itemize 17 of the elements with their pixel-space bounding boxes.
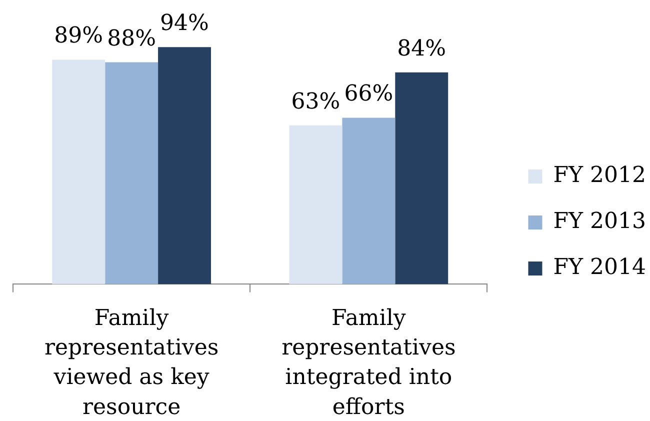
legend-label: FY 2012: [553, 163, 646, 188]
bar: [158, 47, 211, 284]
x-tick-label: Family representatives viewed as key resource: [44, 306, 219, 420]
data-label: 66%: [344, 82, 394, 107]
legend-label: FY 2014: [553, 255, 646, 280]
bar: [289, 125, 342, 284]
bar: [342, 118, 396, 284]
data-label: 89%: [54, 24, 104, 49]
x-tick-label: Family representatives integrated into efforts: [282, 306, 456, 420]
bar: [105, 62, 158, 284]
data-label: 88%: [107, 26, 156, 52]
data-label: 84%: [397, 36, 446, 62]
bar: [52, 60, 106, 284]
data-label: 63%: [291, 89, 340, 114]
bar: [395, 72, 448, 284]
data-label: 94%: [160, 11, 209, 36]
legend-label: FY 2013: [553, 209, 646, 234]
